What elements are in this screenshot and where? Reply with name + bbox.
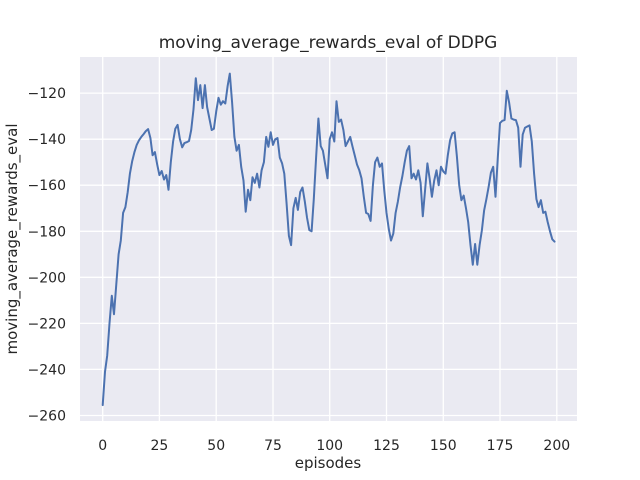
y-tick-label: −140: [28, 132, 66, 148]
x-tick-label: 125: [373, 438, 400, 454]
y-tick-label: −240: [28, 362, 66, 378]
x-tick-label: 100: [316, 438, 343, 454]
y-tick-label: −160: [28, 178, 66, 194]
x-tick-label: 75: [264, 438, 282, 454]
y-tick-label: −220: [28, 316, 66, 332]
y-tick-labels: −120 −140 −160 −180 −200 −220 −240 −260: [28, 86, 66, 424]
x-axis-label: episodes: [295, 454, 362, 472]
series-line: [101, 72, 556, 407]
plot-background: [80, 57, 577, 421]
y-tick-label: −120: [28, 86, 66, 102]
y-tick-label: −180: [28, 224, 66, 240]
grid-layer: [80, 57, 577, 421]
x-tick-labels: 0 25 50 75 100 125 150 175 200: [98, 438, 570, 454]
y-tick-label: −200: [28, 270, 66, 286]
y-tick-label: −260: [28, 409, 66, 425]
x-tick-label: 0: [98, 438, 107, 454]
chart-title: moving_average_rewards_eval of DDPG: [159, 33, 498, 53]
x-tick-label: 200: [543, 438, 570, 454]
x-tick-label: 50: [207, 438, 225, 454]
x-tick-label: 175: [487, 438, 514, 454]
x-tick-label: 25: [150, 438, 168, 454]
y-axis-label: moving_average_rewards_eval: [3, 124, 22, 355]
x-tick-label: 150: [430, 438, 457, 454]
